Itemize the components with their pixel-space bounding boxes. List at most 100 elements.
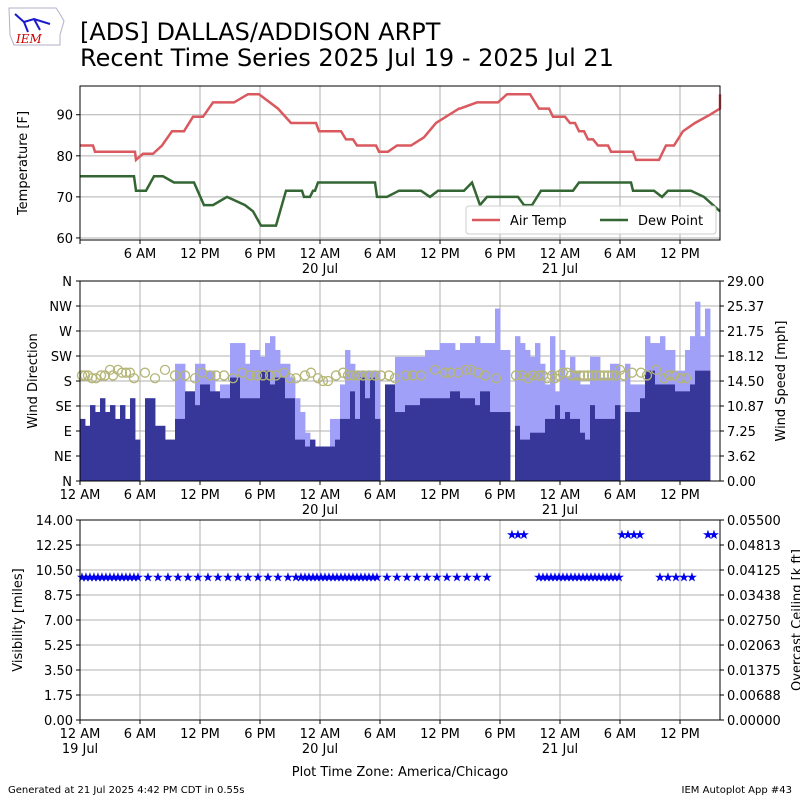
wind-speed-bar [280, 377, 286, 481]
wind-speed-bar [355, 418, 361, 481]
visibility-marker: ★ [212, 571, 224, 586]
wind-speed-bar [580, 432, 586, 481]
wind-speed-bar [480, 391, 486, 481]
wind-speed-bar [225, 398, 231, 481]
vis-y-tick-label: 12.25 [36, 539, 73, 554]
wind-speed-bar [145, 398, 151, 481]
wind-speed-bar [300, 439, 306, 481]
wind-speed-bar [345, 418, 351, 481]
visibility-marker: ★ [431, 571, 443, 586]
vis-y-tick-label: 3.50 [44, 664, 73, 679]
wind-direction-point [460, 364, 472, 376]
visibility-marker: ★ [232, 571, 244, 586]
wind-speed-bar [120, 405, 126, 481]
visibility-marker: ★ [92, 571, 104, 586]
wind-speed-bar [305, 446, 311, 481]
vis-x-tick-label: 6 PM [484, 727, 515, 742]
visibility-marker: ★ [343, 571, 355, 586]
wind-direction-point [602, 370, 614, 381]
ceiling-tick-label: 0.01375 [727, 664, 781, 679]
wind-direction-point [90, 373, 102, 384]
wind-direction-point [264, 370, 276, 381]
wind-x-tick-label: 12 PM [420, 488, 460, 503]
vis-x-tick-label: 6 AM [124, 727, 157, 742]
vis-frame [79, 519, 721, 721]
wind-x-tick-label: 12 AM [60, 488, 101, 503]
visibility-marker: ★ [315, 571, 327, 586]
wind-speed-bar [610, 418, 616, 481]
vis-x-tick-label: 12 PM [420, 727, 460, 742]
wind-direction-point [278, 367, 290, 378]
wind-speed-bar [405, 405, 411, 481]
visibility-marker: ★ [533, 571, 545, 586]
vis-y-tick-label: 0.00 [44, 714, 73, 729]
wind-dir-tick-label: W [59, 325, 72, 340]
wind-speed-bar [680, 391, 686, 481]
vis-x-tick-label: 6 AM [364, 727, 397, 742]
wind-direction-point [189, 373, 201, 384]
visibility-marker: ★ [182, 571, 194, 586]
wind-dir-tick-label: NE [54, 450, 72, 465]
wind-direction-point [149, 373, 161, 384]
wind-direction-point [330, 370, 342, 381]
wind-speed-bar [155, 425, 161, 481]
wind-speed-bar [335, 439, 341, 481]
wind-direction-axis-label: Wind Direction [26, 333, 41, 429]
wind-speed-bar [520, 439, 526, 481]
wind-direction-point [76, 370, 88, 381]
wind-speed-bar [310, 439, 316, 481]
wind-speed-bar [100, 398, 106, 481]
wind-x-tick-label: 6 AM [364, 488, 397, 503]
wind-speed-tick-label: 25.37 [727, 300, 764, 315]
wind-direction-point [641, 370, 653, 381]
visibility-marker: ★ [553, 571, 565, 586]
visibility-marker: ★ [451, 571, 463, 586]
wind-speed-tick-label: 10.87 [727, 400, 764, 415]
visibility-marker: ★ [421, 571, 433, 586]
wind-gust-bar [345, 349, 351, 481]
wind-gust-bar [495, 308, 501, 481]
wind-direction-point [290, 373, 302, 384]
wind-speed-bar [550, 418, 556, 481]
wind-frame [79, 280, 721, 482]
wind-speed-bar [665, 384, 671, 481]
temp-x-tick-label: 12 AM [540, 247, 581, 262]
visibility-marker: ★ [601, 571, 613, 586]
wind-speed-bar [650, 370, 656, 481]
wind-speed-bar [505, 412, 511, 481]
wind-speed-bar [350, 391, 356, 481]
wind-speed-bar [515, 425, 521, 481]
wind-direction-point [598, 370, 610, 381]
wind-direction-point [120, 367, 132, 378]
logo-state-outline [8, 7, 65, 46]
wind-speed-bar [575, 418, 581, 481]
wind-speed-tick-label: 14.50 [727, 375, 764, 390]
wind-direction-point [574, 370, 586, 381]
wind-direction-point [139, 367, 151, 378]
visibility-marker: ★ [605, 571, 617, 586]
visibility-marker: ★ [335, 571, 347, 586]
wind-speed-bar [420, 398, 426, 481]
wind-speed-bar [220, 398, 226, 481]
vis-y-tick-label: 10.50 [36, 564, 73, 579]
wind-speed-tick-label: 0.00 [727, 475, 756, 490]
wind-direction-point [527, 370, 539, 381]
wind-speed-bar [150, 398, 156, 481]
wind-speed-bar [235, 377, 241, 481]
temp-y-tick-label: 70 [56, 191, 73, 206]
wind-speed-bar [690, 384, 696, 481]
wind-speed-bar [495, 412, 501, 481]
wind-dir-tick-label: SE [56, 400, 72, 415]
wind-speed-bar [450, 391, 456, 481]
wind-dir-tick-label: S [64, 375, 72, 390]
wind-date-label: 21 Jul [542, 503, 578, 518]
wind-direction-point [510, 370, 522, 381]
vis-x-tick-label: 12 PM [180, 727, 220, 742]
ceiling-tick-label: 0.04125 [727, 564, 781, 579]
wind-direction-point [284, 373, 296, 384]
temp-x-tick-label: 6 AM [604, 247, 637, 262]
wind-speed-bar [160, 425, 166, 481]
wind-speed-bar [80, 418, 86, 481]
wind-direction-point [516, 370, 528, 381]
visibility-marker: ★ [299, 571, 311, 586]
